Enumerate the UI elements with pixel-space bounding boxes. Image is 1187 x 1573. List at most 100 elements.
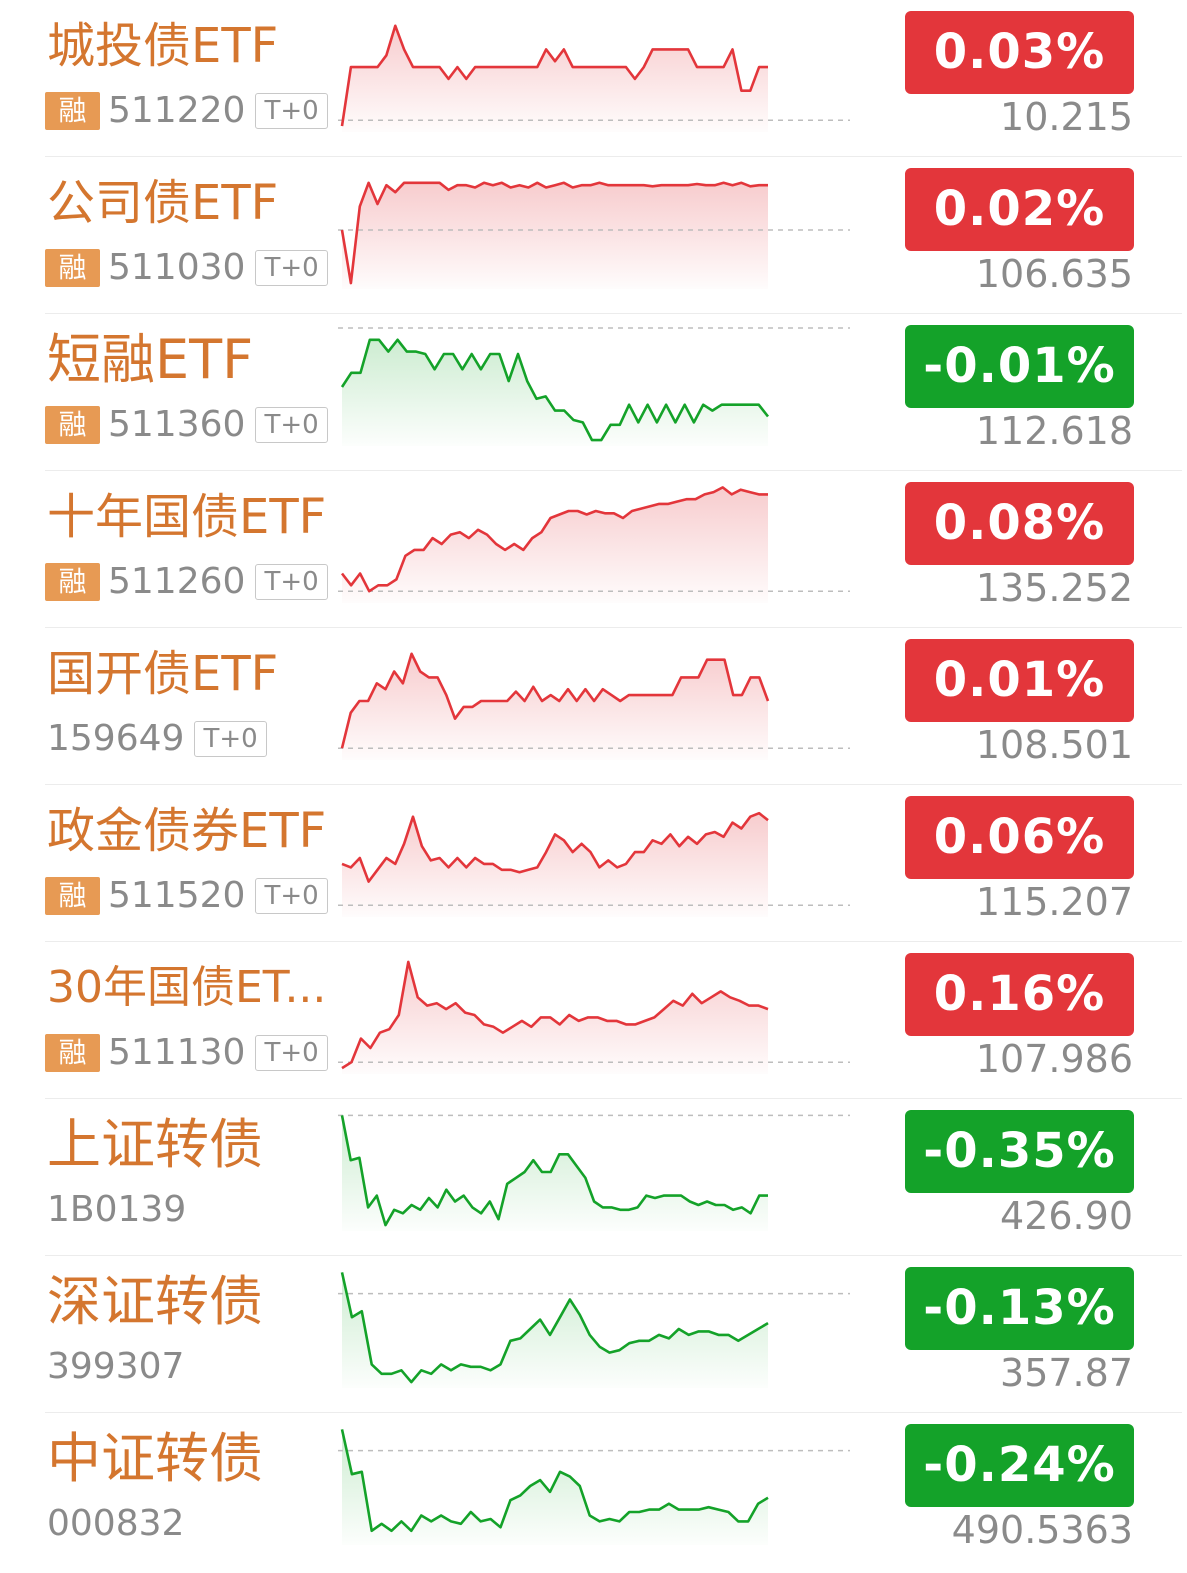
fund-name: 国开债ETF bbox=[47, 646, 279, 702]
change-percent-badge[interactable]: 0.02% bbox=[905, 168, 1134, 251]
fund-meta: 融 511260 T+0 bbox=[45, 562, 328, 602]
t-plus-0-tag: T+0 bbox=[255, 878, 328, 914]
change-percent-badge[interactable]: -0.35% bbox=[905, 1110, 1134, 1193]
change-percent-badge[interactable]: 0.16% bbox=[905, 953, 1134, 1036]
fund-row[interactable]: 公司债ETF 融 511030 T+0 0.02% 106.635 bbox=[0, 157, 1187, 314]
fund-code: 511360 bbox=[108, 404, 246, 445]
fund-row[interactable]: 短融ETF 融 511360 T+0 -0.01% 112.618 bbox=[0, 314, 1187, 471]
fund-code: 511520 bbox=[108, 875, 246, 916]
fund-row[interactable]: 政金债券ETF 融 511520 T+0 0.06% 115.207 bbox=[0, 785, 1187, 942]
sparkline-line bbox=[340, 1272, 769, 1384]
down-trend-sparkline-icon bbox=[338, 1114, 850, 1231]
latest-price: 112.618 bbox=[975, 409, 1133, 453]
fund-code: 511220 bbox=[108, 90, 246, 131]
up-trend-sparkline-icon bbox=[338, 960, 850, 1074]
row-divider bbox=[45, 627, 1182, 628]
sparkline-line bbox=[340, 486, 768, 593]
fund-name: 公司债ETF bbox=[47, 175, 279, 231]
fund-meta: 399307 bbox=[47, 1347, 194, 1387]
latest-price: 115.207 bbox=[975, 880, 1133, 924]
change-percent-badge[interactable]: -0.24% bbox=[905, 1424, 1134, 1507]
sparkline-line bbox=[340, 338, 770, 442]
fund-row[interactable]: 30年国债ET... 融 511130 T+0 0.16% 107.986 bbox=[0, 942, 1187, 1099]
sparkline-line bbox=[341, 811, 769, 883]
latest-price: 357.87 bbox=[1000, 1351, 1133, 1395]
row-divider bbox=[45, 1412, 1182, 1413]
latest-price: 10.215 bbox=[1000, 95, 1133, 139]
fund-meta: 融 511220 T+0 bbox=[45, 91, 328, 131]
row-divider bbox=[45, 1098, 1182, 1099]
sparkline-line bbox=[340, 1115, 768, 1227]
margin-trading-badge: 融 bbox=[45, 92, 100, 130]
fund-row[interactable]: 上证转债 1B0139 -0.35% 426.90 bbox=[0, 1099, 1187, 1256]
t-plus-0-tag: T+0 bbox=[255, 407, 328, 443]
fund-name: 上证转债 bbox=[47, 1113, 263, 1176]
row-divider bbox=[45, 313, 1182, 314]
up-trend-sparkline-icon bbox=[338, 24, 850, 132]
fund-code: 1B0139 bbox=[47, 1189, 187, 1230]
fund-code: 399307 bbox=[47, 1346, 185, 1387]
latest-price: 426.90 bbox=[1000, 1194, 1133, 1238]
sparkline-line bbox=[341, 960, 769, 1070]
change-percent-badge[interactable]: 0.08% bbox=[905, 482, 1134, 565]
up-trend-sparkline-icon bbox=[338, 652, 850, 760]
fund-row[interactable]: 中证转债 000832 -0.24% 490.5363 bbox=[0, 1413, 1187, 1570]
row-divider bbox=[45, 784, 1182, 785]
fund-code: 511030 bbox=[108, 247, 246, 288]
sparkline-area bbox=[342, 1429, 768, 1545]
fund-meta: 000832 bbox=[47, 1504, 194, 1544]
margin-trading-badge: 融 bbox=[45, 877, 100, 915]
sparkline-area bbox=[342, 182, 768, 289]
latest-price: 106.635 bbox=[975, 252, 1133, 296]
fund-name: 30年国债ET... bbox=[47, 962, 327, 1013]
fund-row[interactable]: 国开债ETF 159649 T+0 0.01% 108.501 bbox=[0, 628, 1187, 785]
margin-trading-badge: 融 bbox=[45, 406, 100, 444]
change-percent-badge[interactable]: 0.03% bbox=[905, 11, 1134, 94]
sparkline-area bbox=[342, 487, 768, 603]
sparkline-area bbox=[342, 339, 768, 446]
fund-code: 511130 bbox=[108, 1032, 246, 1073]
sparkline-line bbox=[340, 24, 768, 127]
sparkline-area bbox=[342, 653, 768, 760]
fund-meta: 融 511130 T+0 bbox=[45, 1033, 328, 1073]
fund-meta: 融 511520 T+0 bbox=[45, 876, 328, 916]
row-divider bbox=[45, 941, 1182, 942]
latest-price: 490.5363 bbox=[951, 1508, 1133, 1552]
row-divider bbox=[45, 156, 1182, 157]
down-trend-sparkline-icon bbox=[338, 327, 850, 446]
fund-code: 000832 bbox=[47, 1503, 185, 1544]
sparkline-area bbox=[342, 1272, 768, 1388]
change-percent-badge[interactable]: -0.01% bbox=[905, 325, 1134, 408]
fund-meta: 融 511030 T+0 bbox=[45, 248, 328, 288]
t-plus-0-tag: T+0 bbox=[255, 250, 328, 286]
sparkline-line bbox=[340, 1429, 769, 1533]
fund-row[interactable]: 城投债ETF 融 511220 T+0 0.03% 10.215 bbox=[0, 0, 1187, 157]
fund-row[interactable]: 十年国债ETF 融 511260 T+0 0.08% 135.252 bbox=[0, 471, 1187, 628]
t-plus-0-tag: T+0 bbox=[255, 1035, 328, 1071]
sparkline-area bbox=[342, 1115, 768, 1231]
sparkline-area bbox=[342, 961, 768, 1074]
sparkline-line bbox=[340, 181, 768, 285]
fund-name: 十年国债ETF bbox=[47, 489, 327, 545]
latest-price: 135.252 bbox=[975, 566, 1133, 610]
up-trend-sparkline-icon bbox=[338, 811, 850, 917]
fund-row[interactable]: 深证转债 399307 -0.13% 357.87 bbox=[0, 1256, 1187, 1413]
t-plus-0-tag: T+0 bbox=[255, 93, 328, 129]
margin-trading-badge: 融 bbox=[45, 1034, 100, 1072]
t-plus-0-tag: T+0 bbox=[194, 721, 267, 757]
fund-name: 政金债券ETF bbox=[47, 803, 327, 859]
fund-code: 511260 bbox=[108, 561, 246, 602]
row-divider bbox=[45, 470, 1182, 471]
sparkline-area bbox=[342, 813, 768, 917]
change-percent-badge[interactable]: -0.13% bbox=[905, 1267, 1134, 1350]
latest-price: 108.501 bbox=[975, 723, 1133, 767]
fund-meta: 融 511360 T+0 bbox=[45, 405, 328, 445]
latest-price: 107.986 bbox=[975, 1037, 1133, 1081]
down-trend-sparkline-icon bbox=[338, 1429, 850, 1545]
change-percent-badge[interactable]: 0.01% bbox=[905, 639, 1134, 722]
change-percent-badge[interactable]: 0.06% bbox=[905, 796, 1134, 879]
fund-meta: 159649 T+0 bbox=[47, 719, 267, 759]
t-plus-0-tag: T+0 bbox=[255, 564, 328, 600]
row-divider bbox=[45, 1255, 1182, 1256]
sparkline-line bbox=[340, 652, 770, 749]
